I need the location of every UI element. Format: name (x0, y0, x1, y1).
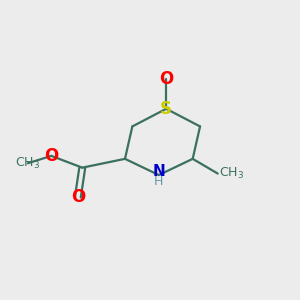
Text: O: O (71, 188, 85, 206)
Text: N: N (152, 164, 165, 179)
Text: O: O (44, 147, 58, 165)
Text: S: S (160, 100, 172, 118)
Text: O: O (159, 70, 173, 88)
Text: CH$_3$: CH$_3$ (15, 156, 41, 171)
Text: CH$_3$: CH$_3$ (219, 166, 244, 181)
Text: H: H (154, 175, 164, 188)
